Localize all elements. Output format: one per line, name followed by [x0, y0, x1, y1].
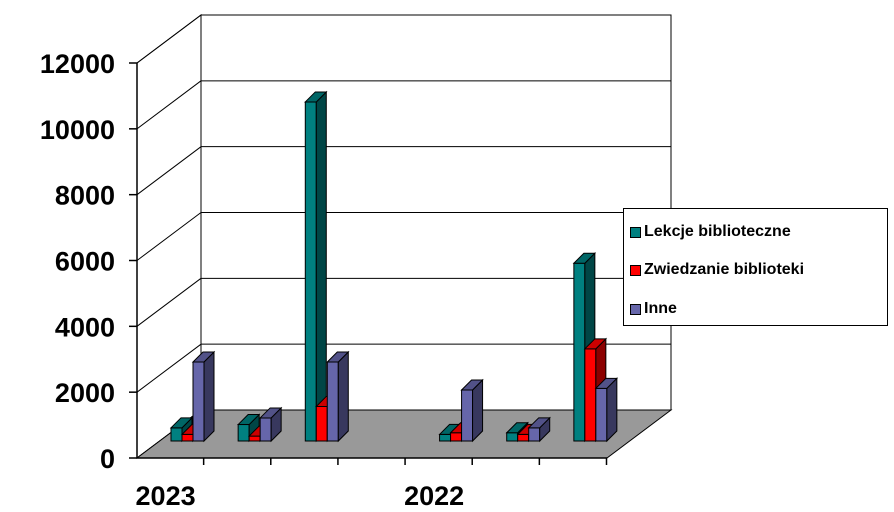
legend-swatch-inne [630, 303, 641, 315]
y-tick-label-4000: 4000 [55, 312, 115, 342]
gridline-side-4 [136, 146, 202, 196]
bar-0-2 [304, 90, 328, 443]
legend-label-zwiedzanie: Zwiedzanie biblioteki [644, 261, 805, 278]
y-tick-labels: 0 2000 4000 6000 8000 10000 12000 [40, 49, 115, 474]
bar-2-4 [460, 378, 484, 443]
gridline-side-6 [136, 14, 202, 64]
bars [169, 90, 619, 443]
legend-item-inne: Inne [630, 300, 677, 318]
y-tick-label-12000: 12000 [40, 49, 115, 79]
x-tick-label-2022: 2022 [404, 481, 464, 511]
legend-item-zwiedzanie: Zwiedzanie biblioteki [630, 261, 804, 279]
legend-item-lekcje: Lekcje biblioteczne [630, 223, 791, 241]
legend-label-lekcje: Lekcje biblioteczne [644, 223, 791, 240]
legend: Lekcje biblioteczne Zwiedzanie bibliotek… [623, 208, 888, 326]
bar-2-6 [594, 377, 619, 443]
y-tick-label-10000: 10000 [40, 115, 115, 145]
y-tick-label-2000: 2000 [55, 378, 115, 408]
gridline-side-1 [136, 343, 202, 393]
axes [129, 62, 608, 465]
bar-2-1 [258, 406, 283, 443]
gridline-side-3 [136, 212, 202, 261]
bar-2-2 [326, 350, 350, 443]
legend-swatch-lekcje [630, 226, 641, 238]
x-tick-label-2023: 2023 [136, 481, 196, 511]
y-tick-label-6000: 6000 [55, 247, 115, 277]
bar-2-0 [191, 350, 216, 443]
gridline-side-5 [136, 80, 202, 130]
legend-swatch-zwiedzanie [630, 264, 641, 276]
y-tick-label-8000: 8000 [55, 181, 115, 211]
legend-label-inne: Inne [644, 300, 677, 317]
bar-2-5 [527, 416, 551, 443]
x-tick-labels: 2023 2022 [136, 481, 465, 511]
y-tick-label-0: 0 [100, 444, 115, 474]
gridline-side-2 [136, 277, 202, 327]
